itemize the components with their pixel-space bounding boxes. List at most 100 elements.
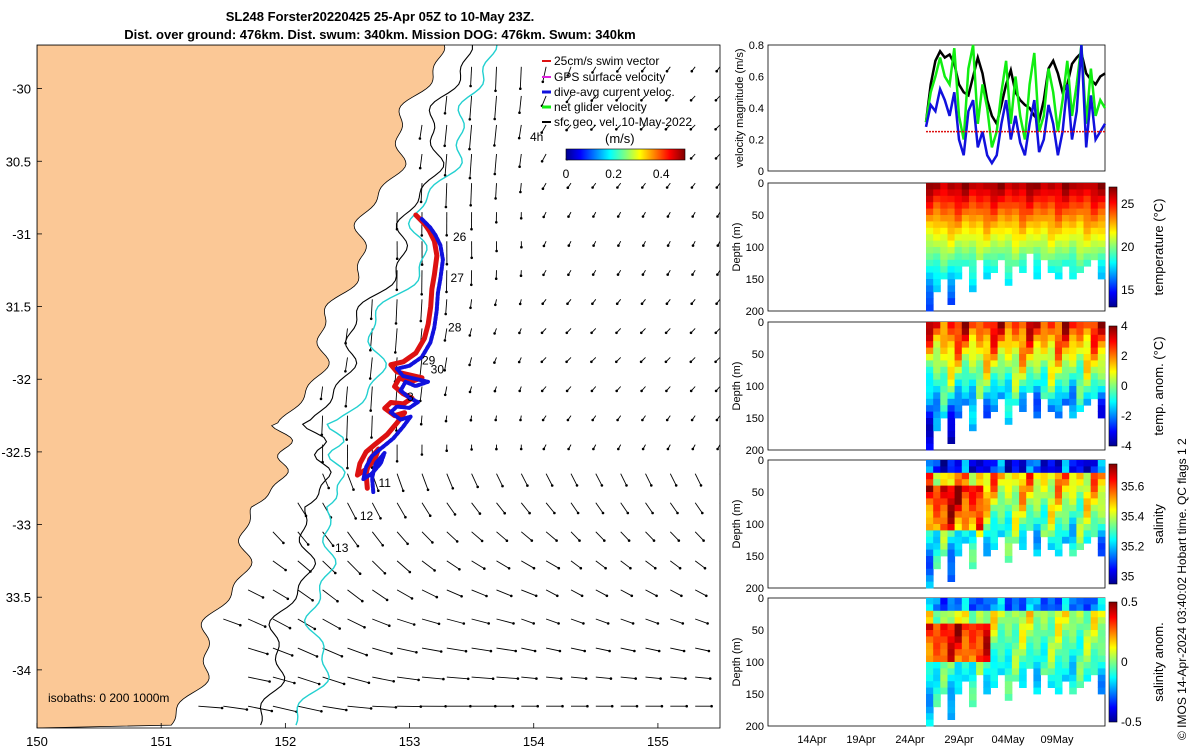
section-tanom-cell-24-30 [1097, 341, 1106, 348]
section-tanom-cell-4-140 [954, 411, 963, 419]
section-tanom-cell-20-10 [1069, 328, 1077, 336]
section-temp-cell-17-120 [1047, 259, 1056, 267]
section-tanom-cell-0-80 [926, 373, 934, 380]
section-sal-cell-4-60 [954, 498, 963, 506]
section-sal-cbar-tick-3: 35 [1121, 570, 1135, 584]
velocity-vector-325 [471, 647, 493, 653]
section-sal-cell-14-100 [1026, 524, 1034, 531]
velocity-vector-182 [665, 415, 671, 422]
section-sanom-cell-5-90 [961, 655, 970, 663]
velocity-vector-249 [570, 531, 581, 542]
section-tanom-cell-12-30 [1011, 341, 1020, 348]
footer-credit: © IMOS 14-Apr-2024 03:40:02 Hobart time.… [1175, 438, 1189, 740]
velocity-vector-121 [394, 328, 398, 354]
section-sal-cell-14-40 [1026, 485, 1034, 493]
section-sal-cell-11-0 [1004, 460, 1013, 467]
section-sanom-cell-21-60 [1076, 636, 1084, 644]
velocity-vector-224 [421, 502, 432, 517]
section-sanom-cell-17-20 [1047, 610, 1056, 618]
section-tanom-cell-13-90 [1019, 379, 1027, 387]
section-sanom-cell-24-10 [1097, 604, 1106, 612]
velocity-vector-197 [617, 444, 622, 451]
section-temp-cell-3-50 [947, 215, 956, 222]
section-temp-cell-14-80 [1026, 234, 1034, 241]
section-sanom-cell-15-70 [1033, 642, 1041, 650]
velocity-vector-248 [545, 531, 558, 542]
section-sal-cell-23-20 [1090, 472, 1099, 480]
section-sanom-cell-3-110 [947, 668, 956, 676]
section-sanom-cell-18-80 [1054, 649, 1063, 656]
velocity-vector-237 [272, 531, 285, 545]
section-sal-cell-17-130 [1047, 543, 1056, 550]
section-tanom-cell-14-100 [1026, 386, 1034, 393]
section-tanom-cell-3-90 [947, 379, 956, 387]
section-temp-cell-19-30 [1062, 202, 1070, 209]
velocity-vector-84 [592, 240, 597, 247]
section-sanom-cell-12-50 [1011, 630, 1020, 637]
section-sanom-cell-1-160 [933, 700, 941, 708]
section-temp-cell-7-10 [976, 189, 984, 197]
section-tanom-cell-18-70 [1054, 366, 1063, 374]
section-sanom-cell-1-50 [933, 630, 941, 637]
section-tanom-cell-2-40 [940, 347, 948, 355]
section-temp-cell-1-0 [933, 183, 941, 190]
section-tanom-cell-7-50 [976, 354, 984, 361]
section-sanom-cell-0-120 [926, 674, 934, 682]
section-sal-cell-24-100 [1097, 524, 1106, 531]
section-sal-cell-13-110 [1019, 530, 1027, 538]
section-sal-cell-23-110 [1090, 530, 1099, 538]
section-sal-cell-19-120 [1062, 536, 1070, 544]
velocity-vector-276 [272, 589, 290, 601]
section-tanom-cell-15-130 [1033, 405, 1041, 412]
section-temp-cell-16-110 [1040, 253, 1049, 261]
velocity-vector-85 [617, 240, 622, 247]
velocity-vector-261 [396, 560, 412, 574]
section-temp-cell-9-100 [990, 247, 998, 254]
section-tanom-cell-8-10 [983, 328, 991, 336]
section-tanom-cell-1-110 [933, 392, 941, 400]
section-temp-cell-19-120 [1062, 259, 1070, 267]
section-sal-cell-2-140 [940, 549, 948, 557]
section-tanom-cell-24-80 [1097, 373, 1106, 380]
section-tanom-cell-10-0 [997, 322, 1006, 329]
section-temp-cell-14-90 [1026, 240, 1034, 248]
section-sanom-cell-17-40 [1047, 623, 1056, 631]
velocity-vector-178 [566, 415, 572, 422]
velocity-vector-315 [719, 619, 720, 620]
section-sal-cell-6-70 [969, 504, 977, 512]
velocity-vector-0 [469, 66, 473, 88]
velocity-vector-303 [421, 618, 441, 626]
section-temp-cell-3-170 [947, 291, 956, 299]
section-temp-cell-5-110 [961, 253, 970, 261]
section-sanom-cell-19-60 [1062, 636, 1070, 644]
section-temp-cell-11-10 [1004, 189, 1013, 197]
velocity-vector-96 [542, 269, 547, 277]
section-sanom-cell-1-150 [933, 694, 941, 701]
section-sal-cell-17-90 [1047, 517, 1056, 525]
velocity-vector-369 [521, 704, 539, 708]
section-temp-cell-8-20 [983, 195, 991, 203]
section-tanom-cell-12-80 [1011, 373, 1020, 380]
section-temp-cell-19-60 [1062, 221, 1070, 229]
section-tanom-cell-1-40 [933, 347, 941, 355]
section-sal-cell-15-0 [1033, 460, 1041, 467]
section-sal-cell-12-60 [1011, 498, 1020, 506]
section-tanom-cell-2-50 [940, 354, 948, 361]
section-sal-cell-1-90 [933, 517, 941, 525]
velocity-vector-93 [470, 270, 473, 287]
section-temp-cell-15-140 [1033, 272, 1041, 280]
section-sanom-cell-4-90 [954, 655, 963, 663]
velocity-vector-336 [248, 676, 271, 683]
section-tanom-cell-12-40 [1011, 347, 1020, 355]
section-tanom-cell-20-70 [1069, 366, 1077, 374]
section-tanom-cell-10-70 [997, 366, 1006, 374]
section-sal-cell-15-120 [1033, 536, 1041, 544]
section-tanom-cell-15-10 [1033, 328, 1041, 336]
map-ytick-4: -32 [12, 372, 31, 387]
section-sal-cell-7-100 [976, 524, 984, 531]
section-temp-cell-0-60 [926, 221, 934, 229]
section-temp-cell-3-20 [947, 195, 956, 203]
section-tanom-cell-23-60 [1090, 360, 1099, 368]
section-temp-cell-5-100 [961, 247, 970, 254]
section-sal-cell-0-80 [926, 511, 934, 518]
